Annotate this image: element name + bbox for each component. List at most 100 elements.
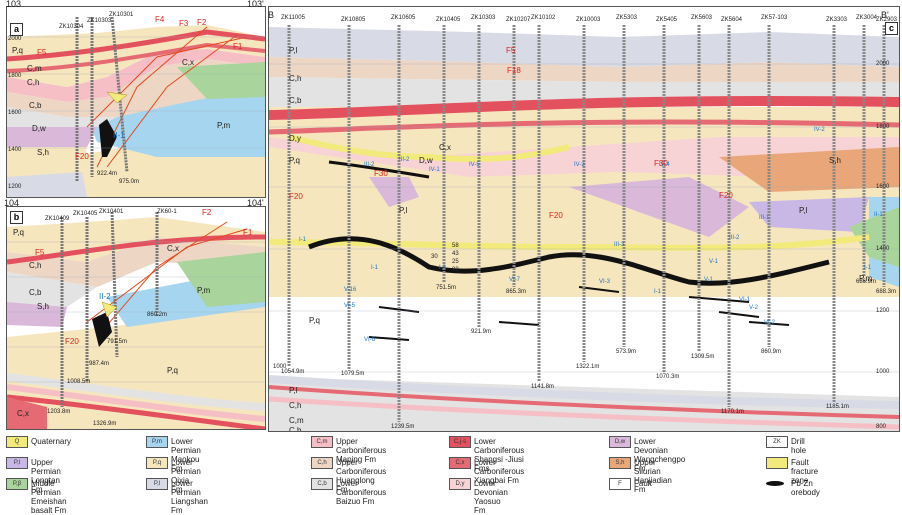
fault-label: F5 xyxy=(35,248,45,257)
section-panel-c: c ZK11005 1054.9m ZK10805 1079.5m ZK10605 123… xyxy=(268,6,900,432)
orebody-label: III-2 xyxy=(364,162,375,168)
legend-swatch: F xyxy=(609,478,631,490)
depth-label: 921.9m xyxy=(471,329,492,335)
layer-label: C,x xyxy=(182,58,194,67)
depth-label: 1322.1m xyxy=(576,364,600,370)
elevation-label: 1000 xyxy=(273,364,287,370)
legend-swatch: P,m xyxy=(146,436,168,448)
elevation-label: 1400 xyxy=(876,246,890,252)
legend-label: Lower Permian Qixia Fm xyxy=(171,458,201,494)
legend: Q Quaternary P,l Upper Permian Longtan Fm P,… xyxy=(0,433,902,515)
orebody-label: IV-4 xyxy=(659,162,670,168)
layer-label: C,b xyxy=(29,101,42,110)
panel-a-cross-section xyxy=(7,7,265,197)
elevation-label: 2000 xyxy=(8,36,22,42)
fault-label: F5 xyxy=(506,46,516,55)
drill-hole-label: ZK10301 xyxy=(109,12,134,18)
legend-label: Lower Devonian Yaosuo Fm xyxy=(474,479,508,515)
drill-hole-label: ZK10102 xyxy=(531,15,556,21)
layer-label: P,m xyxy=(217,121,231,130)
depth-label: 1079.5m xyxy=(341,371,365,377)
core-label: 25 xyxy=(452,259,459,265)
fault-label: F20 xyxy=(719,191,733,200)
depth-label: 1203.8m xyxy=(47,409,71,415)
layer-label: C,h xyxy=(289,74,302,83)
legend-label: Lower Permian Maokou Fm xyxy=(171,437,201,473)
depth-label: 865.3m xyxy=(506,289,527,295)
orebody-label: VI-2 xyxy=(764,320,776,326)
orebody-label: IV-3 xyxy=(574,162,585,168)
legend-swatch: P,l xyxy=(6,457,28,469)
section-panel-b: b F1 F2 F5 F20 ZK10409 ZK10405 ZK10401 Z… xyxy=(6,206,266,430)
depth-label: 987.4m xyxy=(89,361,110,367)
layer-label: C,b xyxy=(29,288,42,297)
depth-label: 1239.5m xyxy=(391,424,415,430)
legend-swatch: C,b xyxy=(311,478,333,490)
drill-hole-label: ZK5603 xyxy=(691,15,713,21)
layer-label: C,m xyxy=(289,416,304,425)
depth-label: 751.5m xyxy=(436,285,457,291)
layer-label: S,h xyxy=(829,156,842,165)
drill-hole-label: ZK10605 xyxy=(391,15,416,21)
orebody-label: V-2 xyxy=(749,305,759,311)
layer-label: C,x xyxy=(167,244,179,253)
depth-label: 1185.1m xyxy=(826,404,849,410)
fault-label: F1 xyxy=(243,228,253,237)
drill-hole-label: ZK5303 xyxy=(616,15,638,21)
legend-label: Middle Permian Emeishan basalt Fm xyxy=(31,479,67,515)
drill-hole-label: ZK2903 xyxy=(876,17,898,23)
depth-label: 573.9m xyxy=(616,349,637,355)
legend-swatch xyxy=(766,457,788,469)
panel-a-letter: a xyxy=(10,23,23,36)
depth-label: 1054.9m xyxy=(281,369,305,375)
elevation-label: 1000 xyxy=(876,369,890,375)
orebody-label: V-16 xyxy=(344,287,357,293)
orebody-label: II-1 xyxy=(113,131,125,140)
legend-swatch: S,h xyxy=(609,457,631,469)
depth-label: 1008.5m xyxy=(67,379,91,385)
fault-label: F18 xyxy=(507,66,521,75)
fault-label: F1 xyxy=(233,42,243,51)
fault-label: F20 xyxy=(65,337,79,346)
elevation-label: 1200 xyxy=(8,184,22,190)
orebody-label: V-1 xyxy=(704,277,714,283)
core-label: 43 xyxy=(452,251,459,257)
layer-label: C,x xyxy=(17,409,29,418)
layer-label: P,l xyxy=(799,206,808,215)
drill-hole-label: ZK10304 xyxy=(59,24,84,30)
elevation-label: 1600 xyxy=(876,184,890,190)
depth-label: 1309.5m xyxy=(691,354,715,360)
drill-hole-label: ZK10303 xyxy=(87,18,112,24)
legend-label: Lower Carboniferous Xiangbai Fm xyxy=(474,458,525,485)
section-label: 104 xyxy=(4,198,20,208)
legend-swatch: C,m xyxy=(311,436,333,448)
legend-swatch: C,h xyxy=(311,457,333,469)
legend-label: Drill hole xyxy=(791,437,807,455)
fault-label: F2 xyxy=(202,208,212,217)
legend-label: Lower Devonian Wangchengpo Fm xyxy=(634,437,686,473)
elevation-label: 2000 xyxy=(876,61,890,67)
core-label: 30 xyxy=(431,254,438,260)
depth-label: 922.4m xyxy=(97,171,118,177)
section-panel-a: a F1 F2 F3 F4 F5 F20 ZK10304 ZK10303 ZK1… xyxy=(6,6,266,198)
section-label: B xyxy=(268,10,275,20)
orebody-label: III-2 xyxy=(399,157,410,163)
section-label: B' xyxy=(881,10,889,20)
legend-swatch: Q xyxy=(6,436,28,448)
fault-label: F20 xyxy=(549,211,563,220)
fault-label: F30 xyxy=(374,169,388,178)
layer-label: P,q xyxy=(309,316,320,325)
legend-swatch: ZK xyxy=(766,436,788,448)
depth-label: 1070.3m xyxy=(656,374,680,380)
layer-label: D,w xyxy=(419,156,433,165)
orebody-label: VI-7 xyxy=(509,277,521,283)
drill-hole-label: ZK10303 xyxy=(471,15,496,21)
legend-swatch xyxy=(766,478,786,488)
orebody-label: VI-6 xyxy=(364,337,376,343)
layer-label: C,b xyxy=(289,96,302,105)
orebody-label: II-1 xyxy=(874,212,883,218)
depth-label: 860.2m xyxy=(147,312,168,318)
drill-hole-label: ZK10405 xyxy=(436,17,461,23)
layer-label: P,q xyxy=(167,366,178,375)
layer-label: P,l xyxy=(399,206,408,215)
